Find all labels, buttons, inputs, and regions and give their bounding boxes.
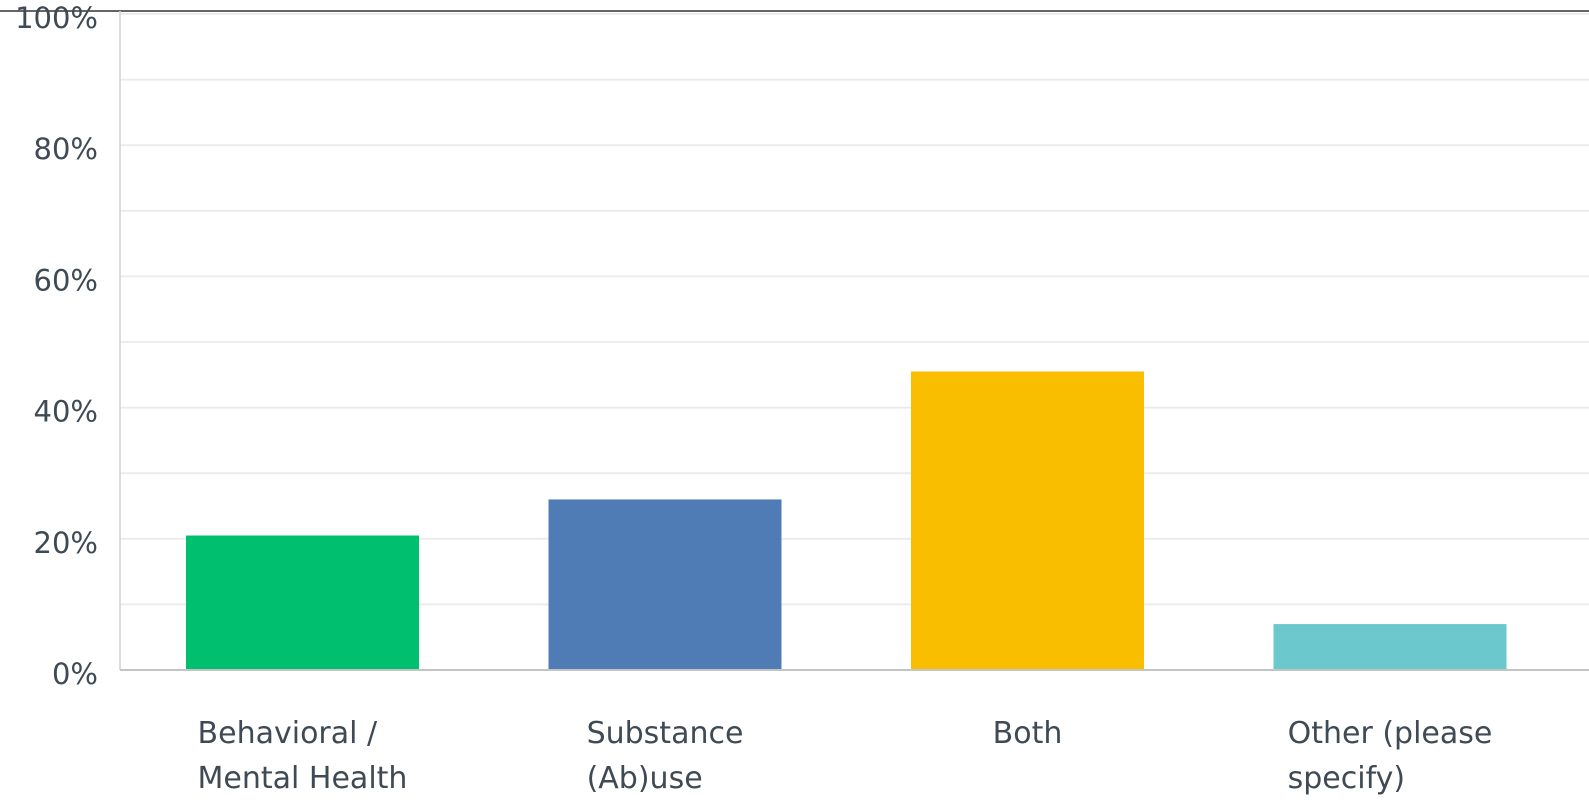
x-category-label-line: Behavioral / — [198, 716, 378, 751]
y-axis-tick-labels: 0% 20% 40% 60% 80% 100% — [15, 1, 98, 691]
y-tick-label: 40% — [34, 395, 98, 429]
x-category-label-line: Other (please — [1288, 716, 1493, 751]
x-category-label-line: Substance — [587, 716, 744, 751]
x-category-label: Behavioral / Mental Health — [198, 716, 408, 796]
y-tick-label: 0% — [52, 657, 98, 691]
x-category-label: Both — [993, 716, 1063, 751]
bar[interactable] — [1273, 624, 1507, 670]
y-tick-label: 80% — [34, 132, 98, 166]
x-category-label: Substance (Ab)use — [587, 716, 744, 796]
x-category-label-line: (Ab)use — [587, 761, 703, 796]
x-category-label: Other (please specify) — [1288, 716, 1493, 796]
gridlines — [120, 13, 1589, 606]
y-tick-label: 20% — [34, 526, 98, 560]
x-category-label-line: specify) — [1288, 761, 1405, 796]
y-tick-label: 60% — [34, 263, 98, 297]
bars — [186, 371, 1507, 670]
x-category-label-line: Mental Health — [198, 761, 408, 796]
bar[interactable] — [548, 499, 782, 670]
y-tick-label: 100% — [15, 1, 98, 35]
x-axis-category-labels: Behavioral / Mental Health Substance (Ab)us… — [198, 716, 1493, 796]
bar[interactable] — [186, 535, 419, 670]
bar[interactable] — [911, 371, 1144, 670]
x-category-label-line: Both — [993, 716, 1063, 751]
